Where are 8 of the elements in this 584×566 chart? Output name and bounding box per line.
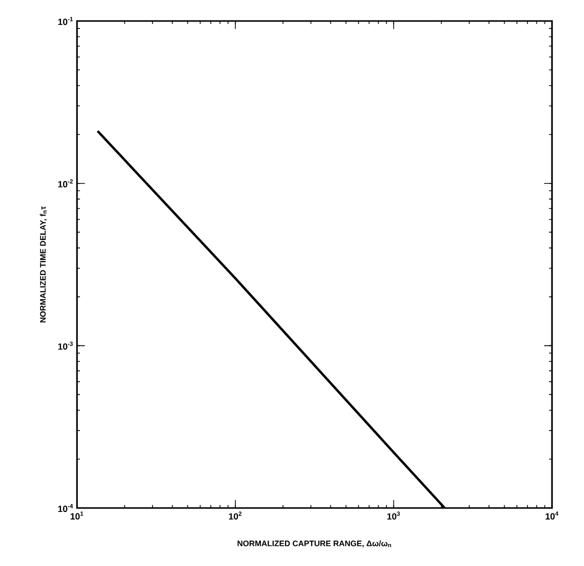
y-tick-label: 10$^{-1}$ [58, 17, 73, 26]
x-tick-label: 10$^{4}$ [546, 512, 558, 520]
y-tick-label: 10$^{-4}$ [58, 504, 73, 512]
x-tick-label: 10$^{3}$ [387, 512, 400, 520]
x-tick-label: 10$^{1}$ [70, 512, 84, 520]
x-tick-label: 10$^{2}$ [229, 512, 242, 520]
y-tick-label: 10$^{-3}$ [58, 342, 73, 350]
y-tick-label: 10$^{-2}$ [58, 179, 73, 188]
